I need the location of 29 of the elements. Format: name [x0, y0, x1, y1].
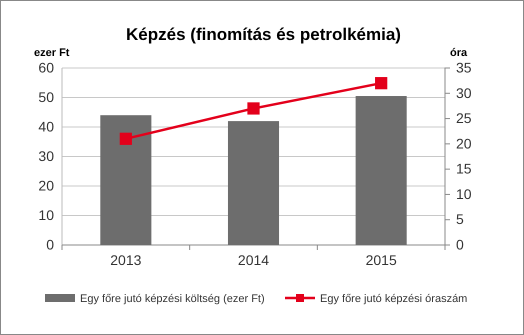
y-tick-label: 0 [46, 236, 54, 252]
y-tick-label: 60 [38, 59, 54, 76]
y2-tick-label: 10 [456, 186, 472, 202]
y-tick-label: 20 [38, 177, 54, 194]
y-tick-label: 10 [38, 206, 54, 223]
point [375, 77, 388, 90]
y2-tick-label: 30 [456, 84, 472, 101]
x-tick-label: 2013 [110, 252, 142, 268]
x-tick-label: 2014 [238, 252, 270, 268]
y2-tick-label: 35 [456, 59, 472, 76]
bar [228, 121, 280, 245]
point [120, 132, 132, 145]
y2-tick-label: 5 [456, 211, 464, 228]
y-tick-label: 30 [38, 148, 54, 164]
chart-title: Képzés (finomítás és petrolkémia) [126, 25, 401, 44]
bar [356, 96, 407, 245]
y2-tick-label: 0 [456, 236, 464, 252]
y2-tick-label: 25 [456, 110, 472, 126]
legend-label: Egy főre jutó képzési költség (ezer Ft) [80, 293, 265, 305]
x-tick-label: 2015 [366, 252, 397, 268]
point [247, 102, 260, 115]
bar [100, 115, 152, 245]
y2-tick-label: 15 [456, 160, 472, 177]
y-tick-label: 50 [38, 88, 54, 105]
y2-axis-title: óra [450, 47, 468, 59]
y-tick-label: 40 [38, 118, 54, 134]
y-axis-title: ezer Ft [34, 47, 70, 59]
y2-tick-label: 20 [456, 135, 472, 152]
legend-label: Egy főre jutó képzési óraszám [320, 293, 468, 305]
